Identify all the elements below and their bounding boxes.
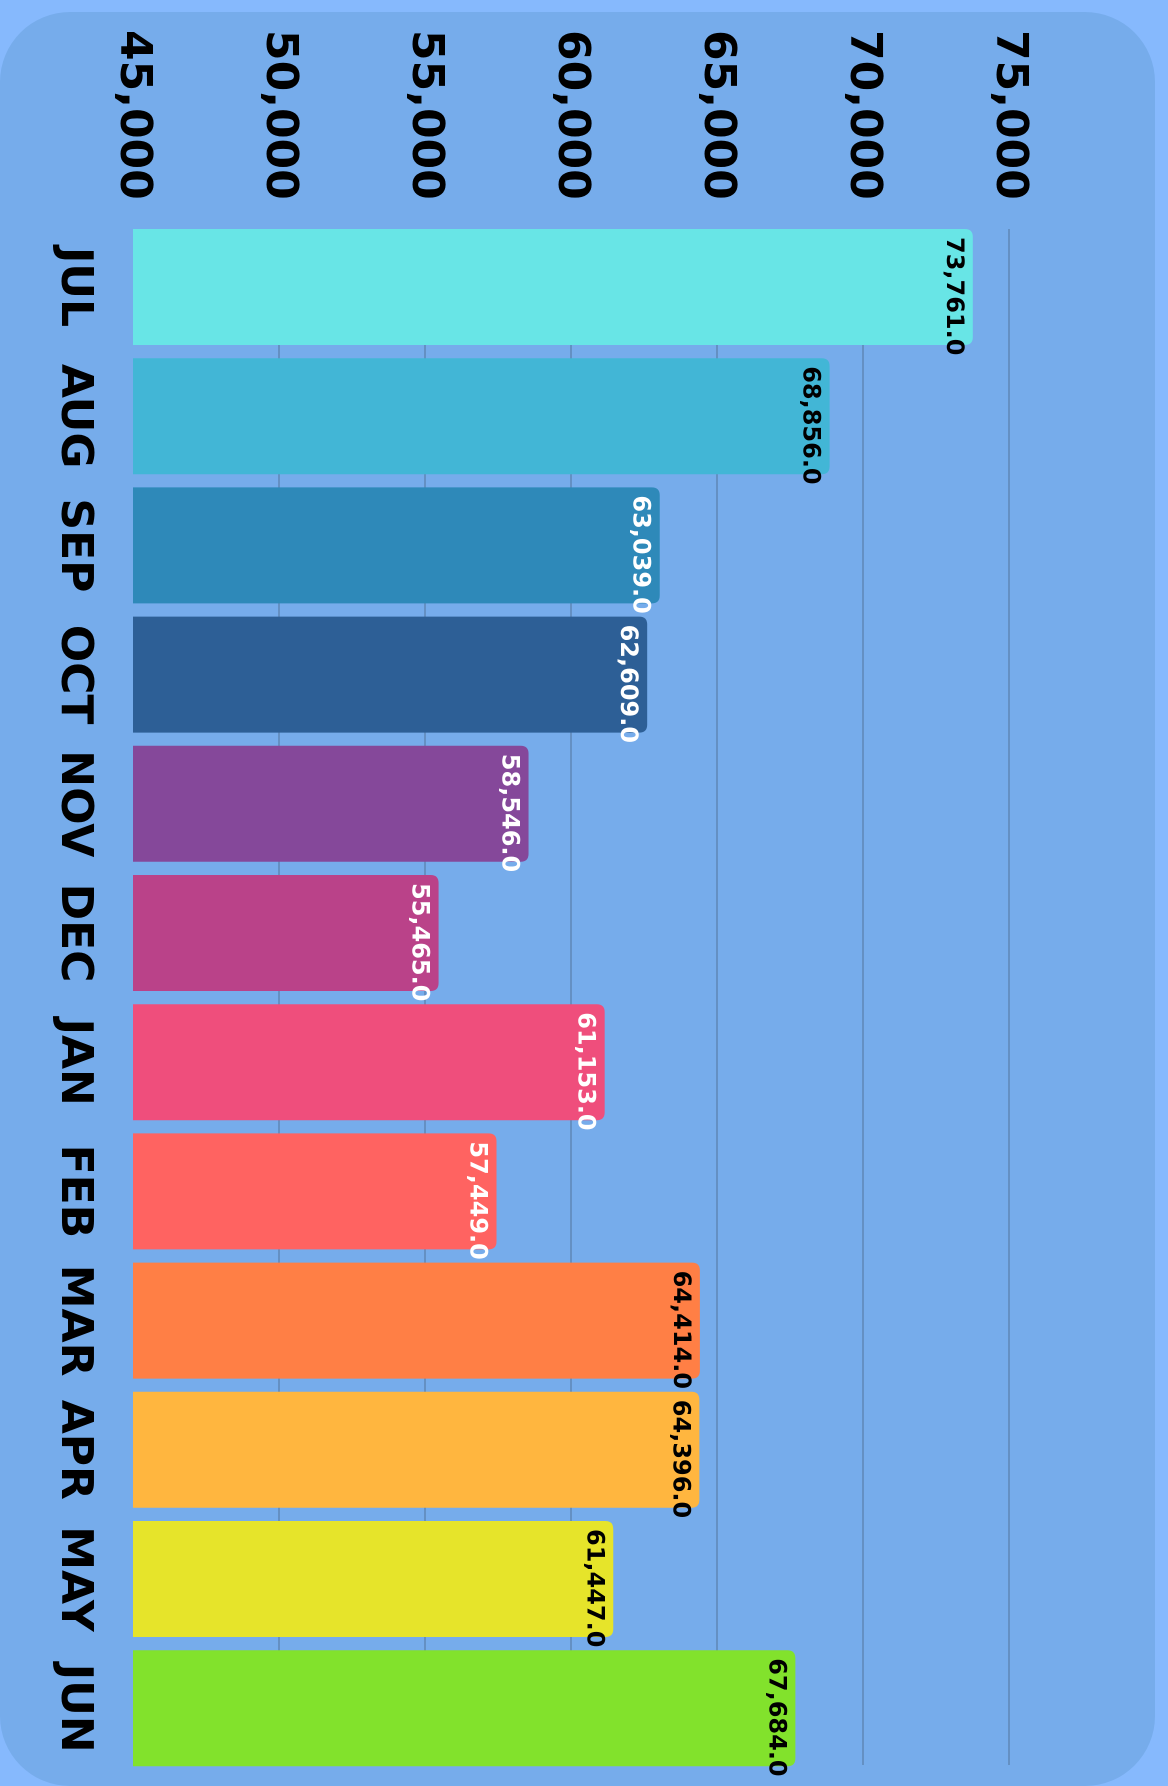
bar: [133, 358, 830, 475]
bar: [133, 229, 973, 345]
bar: [133, 1004, 605, 1121]
category-axis-labels: JUL AUG SEP OCT NOV DEC JAN FEB MAR APR MAY JUN: [51, 244, 102, 1753]
bar: [133, 616, 648, 733]
category-label: JAN: [51, 1016, 102, 1106]
bars: [133, 229, 973, 1767]
gridlines: [278, 229, 1010, 1765]
category-label: NOV: [51, 750, 102, 857]
tick-label: 70,000: [840, 30, 891, 200]
category-label: JUN: [51, 1661, 102, 1753]
bar-value-label: 63,039.0: [628, 495, 656, 613]
bar-value-label: 58,546.0: [497, 754, 525, 872]
tick-label: 55,000: [402, 30, 453, 200]
tick-label: 75,000: [986, 30, 1037, 200]
bar: [133, 1391, 700, 1508]
bar-value-label: 57,449.0: [465, 1141, 493, 1259]
bar-value-label: 61,153.0: [573, 1012, 601, 1130]
category-label: MAY: [51, 1526, 102, 1633]
bar: [133, 1650, 796, 1767]
bar-value-label: 62,609.0: [615, 625, 643, 743]
category-label: OCT: [51, 625, 102, 725]
category-label: APR: [51, 1400, 102, 1500]
category-label: SEP: [51, 498, 102, 592]
tick-label: 60,000: [548, 30, 599, 200]
bar-value-label: 64,414.0: [668, 1271, 696, 1389]
tick-label: 45,000: [110, 30, 161, 200]
bar-value-label: 61,447.0: [581, 1529, 609, 1647]
bar: [133, 1262, 700, 1379]
bar-value-label: 55,465.0: [407, 883, 435, 1001]
bar-value-label: 68,856.0: [798, 366, 826, 484]
category-label: DEC: [51, 884, 102, 983]
bar-value-label: 73,761.0: [941, 237, 969, 355]
category-label: JUL: [51, 244, 102, 327]
bar: [133, 745, 529, 862]
bar-value-label: 64,396.0: [667, 1400, 695, 1518]
bar: [133, 1521, 614, 1637]
bar-value-labels: 73,761.0 68,856.0 63,039.0 62,609.0 58,546.0…: [407, 237, 969, 1777]
category-label: AUG: [51, 364, 102, 469]
bar: [133, 1133, 497, 1250]
bar: [133, 487, 660, 604]
category-label: FEB: [51, 1145, 102, 1239]
value-axis-ticks: 45,000 50,000 55,000 60,000 65,000 70,000 75,0…: [110, 30, 1037, 200]
bar: [133, 875, 439, 991]
category-label: MAR: [51, 1265, 102, 1377]
bar-value-label: 67,684.0: [763, 1658, 791, 1776]
tick-label: 50,000: [256, 30, 307, 200]
tick-label: 65,000: [694, 30, 745, 200]
